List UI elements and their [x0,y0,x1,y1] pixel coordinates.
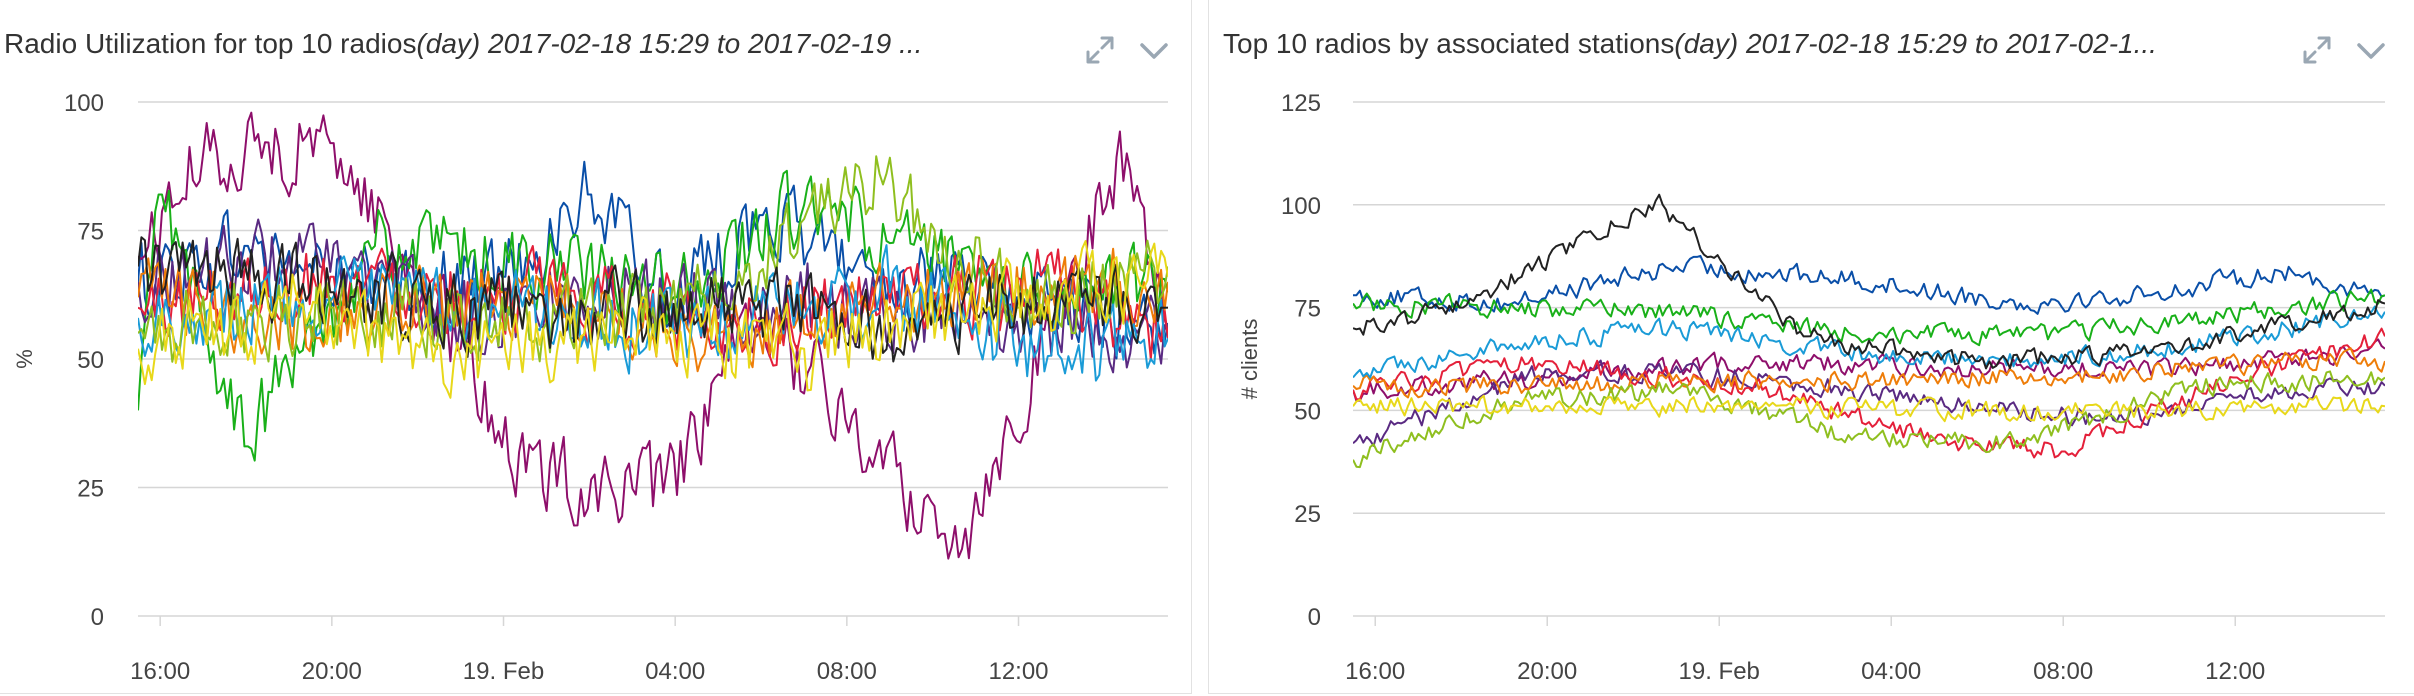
x-tick-label: 12:00 [988,658,1048,685]
series-line [138,111,1168,560]
panel-title: Top 10 radios by associated stations(day… [1223,28,2157,60]
y-tick-label: 25 [77,476,104,503]
x-tick-label: 08:00 [817,658,877,685]
x-tick-label: 04:00 [1861,658,1921,685]
panel-title-main: Radio Utilization for top 10 radios [4,28,417,59]
x-tick-label: 20:00 [1517,658,1577,685]
series-line [1353,394,2385,423]
expand-icon[interactable] [2299,32,2335,68]
panel-title-main: Top 10 radios by associated stations [1223,28,1675,59]
y-tick-label: 75 [77,219,104,246]
panel-actions [1082,30,1172,70]
panel-title: Radio Utilization for top 10 radios(day)… [4,28,922,60]
y-tick-label: 125 [1281,90,1321,117]
y-tick-label: 100 [64,90,104,117]
expand-icon[interactable] [1082,32,1118,68]
x-tick-label: 12:00 [2205,658,2265,685]
panel-title-period: (day) 2017-02-18 15:29 to 2017-02-1... [1674,28,2157,59]
series-line [138,236,1168,363]
panel-title-period: (day) 2017-02-18 15:29 to 2017-02-19 ... [416,28,923,59]
x-tick-label: 19. Feb [463,658,544,685]
y-tick-label: 100 [1281,193,1321,220]
series-line [138,155,1168,363]
y-axis-label: % [12,349,37,369]
chevron-down-icon[interactable] [1136,32,1172,68]
x-tick-label: 04:00 [645,658,705,685]
y-tick-label: 0 [1308,604,1321,631]
series-line [1353,254,2385,315]
x-tick-label: 08:00 [2033,658,2093,685]
series-line [1353,347,2385,399]
utilization-panel: Radio Utilization for top 10 radios(day)… [0,0,1192,694]
series-line [138,240,1168,399]
x-tick-label: 20:00 [302,658,362,685]
series-line [1353,288,2385,347]
y-tick-label: 50 [77,347,104,374]
y-tick-label: 50 [1294,398,1321,425]
y-axis-label: # clients [1237,319,1262,400]
y-tick-label: 0 [91,604,104,631]
utilization-chart: 0 25 50 75 100 16:00 20:00 19. Feb 04:00 08:00 12:… [12,90,1168,685]
series-line [1353,338,2385,402]
x-tick-label: 16:00 [1345,658,1405,685]
x-tick-label: 16:00 [130,658,190,685]
series-line [1353,327,2385,459]
series-line [1353,193,2385,370]
y-tick-label: 25 [1294,501,1321,528]
associated-stations-panel: Top 10 radios by associated stations(day… [1208,0,2414,694]
panel-actions [2299,30,2389,70]
associated-stations-chart: 0 25 50 75 100 125 16:00 20:00 19. Feb 04:00 08:00… [1237,90,2385,685]
x-tick-label: 19. Feb [1679,658,1760,685]
y-tick-label: 75 [1294,296,1321,323]
chevron-down-icon[interactable] [2353,32,2389,68]
